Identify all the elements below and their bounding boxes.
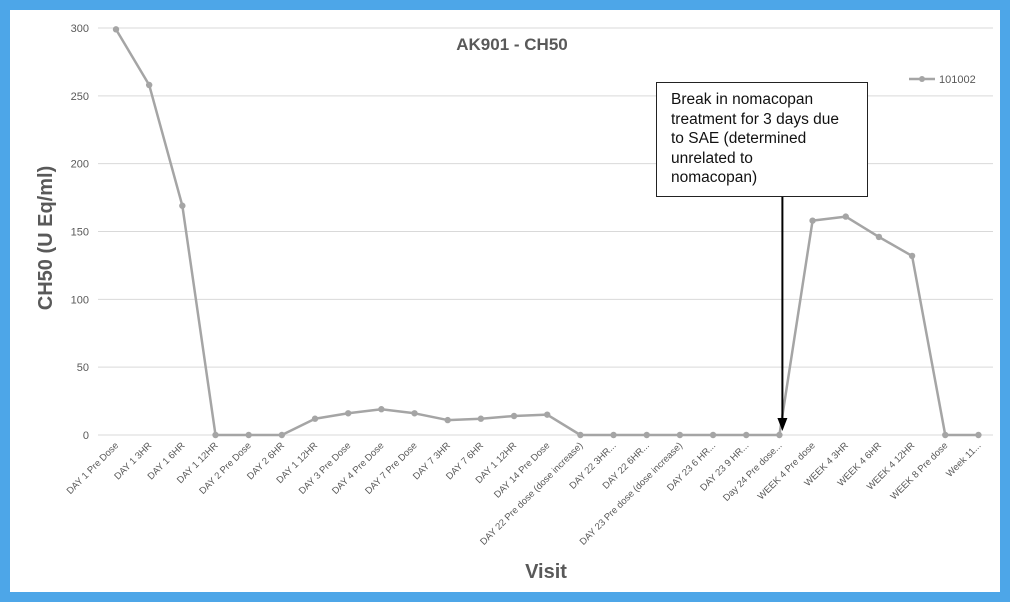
y-tick-label: 200 xyxy=(71,159,89,171)
legend-point-marker xyxy=(919,76,925,82)
annotation-box: Break in nomacopan treatment for 3 days … xyxy=(656,82,868,197)
x-axis-title: Visit xyxy=(525,561,567,583)
legend: 101002 xyxy=(909,74,976,86)
x-tick-label: Week 11... xyxy=(944,440,983,479)
data-point xyxy=(875,233,883,241)
y-tick-label: 250 xyxy=(71,91,89,103)
data-point xyxy=(610,431,617,439)
data-point xyxy=(411,410,418,417)
legend-label: 101002 xyxy=(939,74,976,86)
data-point xyxy=(245,431,252,439)
data-point xyxy=(643,431,650,439)
data-point xyxy=(344,410,352,417)
annotation-line: treatment for 3 days due xyxy=(671,110,840,128)
x-tick-label: Day 24 Pre dose... xyxy=(721,440,784,503)
x-tick-label: WEEK 4 Pre dose xyxy=(756,440,818,502)
x-tick-label: WEEK 8 Pre dose xyxy=(888,440,950,502)
data-point xyxy=(676,431,684,439)
chart-title: AK901 - CH50 xyxy=(456,35,568,54)
data-point xyxy=(842,213,849,220)
data-point xyxy=(444,416,451,424)
data-point xyxy=(577,431,584,439)
data-point xyxy=(112,26,120,33)
data-point xyxy=(378,406,385,413)
x-tick-label: DAY 1 Pre Dose xyxy=(65,440,121,496)
data-point xyxy=(179,202,186,209)
y-tick-label: 50 xyxy=(77,362,89,374)
data-point xyxy=(311,415,319,422)
data-point xyxy=(809,217,816,224)
y-tick-label: 150 xyxy=(71,227,89,239)
annotation-line: Break in nomacopan xyxy=(671,91,814,108)
data-point xyxy=(709,431,717,439)
y-tick-label: 300 xyxy=(71,23,89,35)
data-point xyxy=(510,412,518,420)
y-tick-label: 0 xyxy=(83,430,89,442)
data-point xyxy=(743,431,750,439)
y-axis-title: CH50 (U Eq/ml) xyxy=(35,166,57,310)
data-point xyxy=(975,431,982,439)
data-point xyxy=(942,431,949,439)
data-point xyxy=(278,431,286,439)
data-point xyxy=(908,252,916,260)
data-point xyxy=(776,431,783,439)
data-point xyxy=(145,81,153,89)
data-point xyxy=(544,411,551,418)
annotation-arrow-head xyxy=(777,418,788,431)
annotation-line: to SAE (determined xyxy=(671,130,807,147)
y-tick-label: 100 xyxy=(71,294,89,306)
annotation-line: nomacopan) xyxy=(671,169,758,186)
outer-frame-border xyxy=(0,0,1010,602)
annotation-line: unrelated to xyxy=(671,149,753,167)
data-point xyxy=(212,431,219,439)
data-point xyxy=(477,415,485,422)
